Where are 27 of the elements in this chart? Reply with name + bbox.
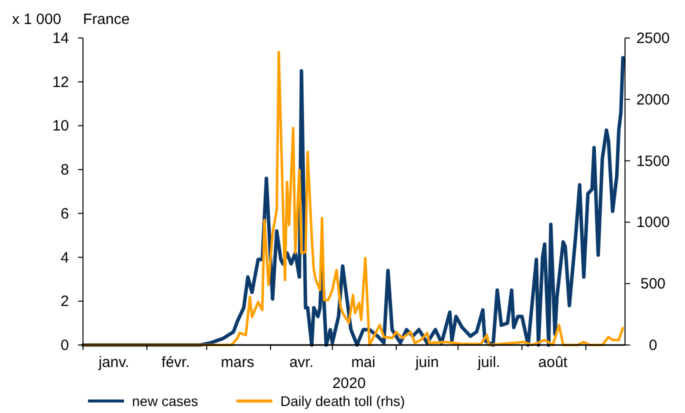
x-tick-label: févr. bbox=[162, 354, 190, 371]
y-tick-label: 2 bbox=[60, 293, 69, 310]
x-tick-label: mars bbox=[220, 354, 254, 371]
y2-tick-label: 2000 bbox=[636, 91, 670, 108]
x-tick-label: janv. bbox=[98, 354, 130, 371]
y2-tick-label: 1000 bbox=[636, 214, 670, 232]
y-tick-label: 0 bbox=[60, 337, 69, 354]
x-tick-label: avr. bbox=[289, 354, 314, 371]
y-tick-label: 4 bbox=[60, 249, 69, 266]
legend-label: new cases bbox=[132, 393, 198, 409]
y-axis-title: x 1 000 bbox=[12, 11, 62, 28]
x-axis-title: 2020 bbox=[332, 375, 366, 392]
y2-tick-label: 2500 bbox=[636, 30, 670, 47]
legend-label: Daily death toll (rhs) bbox=[280, 393, 405, 409]
x-tick-label: juil. bbox=[476, 354, 500, 371]
chart-title: France bbox=[83, 11, 130, 28]
y-tick-label: 14 bbox=[52, 30, 69, 47]
y-tick-label: 8 bbox=[60, 162, 69, 179]
x-tick-label: mai bbox=[351, 354, 376, 371]
x-tick-label: juin bbox=[414, 354, 439, 371]
y-tick-label: 6 bbox=[60, 205, 69, 222]
y2-tick-label: 1500 bbox=[636, 152, 670, 170]
y2-tick-label: 500 bbox=[640, 276, 666, 293]
y2-tick-label: 0 bbox=[648, 337, 658, 354]
x-tick-label: août bbox=[538, 354, 568, 371]
y-tick-label: 10 bbox=[52, 118, 69, 135]
y-tick-label: 12 bbox=[52, 74, 69, 91]
